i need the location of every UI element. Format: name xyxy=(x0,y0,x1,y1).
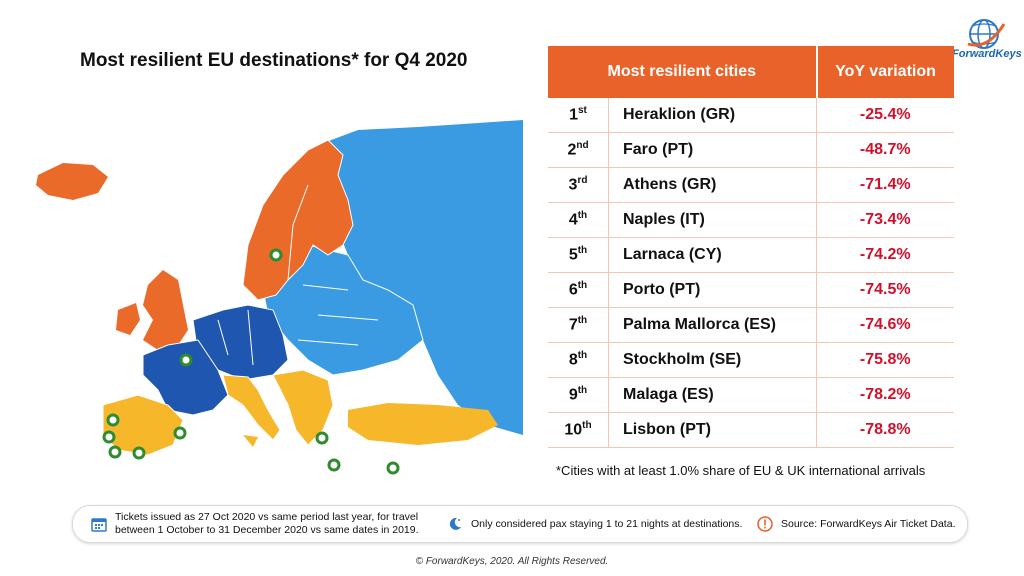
variation-cell: -74.5% xyxy=(816,272,954,308)
city-cell: Malaga (ES) xyxy=(608,377,817,413)
rank-cell: 9th xyxy=(548,377,609,413)
page-title: Most resilient EU destinations* for Q4 2… xyxy=(80,50,468,71)
map-region-france xyxy=(142,339,229,416)
rank-cell: 4th xyxy=(548,202,609,238)
rank-cell: 5th xyxy=(548,237,609,273)
city-cell: Faro (PT) xyxy=(608,132,817,168)
marker-athens xyxy=(315,431,329,445)
table-row: 10th Lisbon (PT) -78.8% xyxy=(548,412,954,448)
footer-info-bar: Tickets issued as 27 Oct 2020 vs same pe… xyxy=(72,505,968,543)
source-note: Source: ForwardKeys Air Ticket Data. xyxy=(781,518,956,530)
table-row: 1st Heraklion (GR) -25.4% xyxy=(548,98,954,133)
copyright: © ForwardKeys, 2020. All Rights Reserved… xyxy=(415,556,609,567)
variation-cell: -74.6% xyxy=(816,307,954,343)
marker-heraklion xyxy=(327,458,341,472)
marker-france xyxy=(179,353,193,367)
table-row: 5th Larnaca (CY) -74.2% xyxy=(548,237,954,273)
moon-icon xyxy=(449,517,461,530)
forwardkeys-logo-icon xyxy=(967,19,1006,49)
table-row: 9th Malaga (ES) -78.2% xyxy=(548,377,954,413)
rank-cell: 1st xyxy=(548,98,609,133)
rank-cell: 6th xyxy=(548,272,609,308)
marker-malaga xyxy=(132,446,146,460)
variation-cell: -71.4% xyxy=(816,167,954,203)
marker-palma xyxy=(173,426,187,440)
rank-cell: 8th xyxy=(548,342,609,378)
city-cell: Porto (PT) xyxy=(608,272,817,308)
resilient-cities-table: Most resilient cities YoY variation 1st H… xyxy=(548,46,954,448)
calendar-icon xyxy=(91,518,107,532)
tickets-note: Tickets issued as 27 Oct 2020 vs same pe… xyxy=(115,511,419,536)
map-region-east xyxy=(318,120,523,435)
city-cell: Naples (IT) xyxy=(608,202,817,238)
variation-cell: -75.8% xyxy=(816,342,954,378)
variation-cell: -25.4% xyxy=(816,98,954,133)
map-region-turkey xyxy=(348,403,498,445)
table-row: 2nd Faro (PT) -48.7% xyxy=(548,132,954,168)
map-region-italy xyxy=(222,374,281,441)
city-cell: Athens (GR) xyxy=(608,167,817,203)
rank-cell: 3rd xyxy=(548,167,609,203)
table-row: 7th Palma Mallorca (ES) -74.6% xyxy=(548,307,954,343)
map-region-scandinavia xyxy=(242,139,354,301)
map-region-ireland xyxy=(116,303,140,335)
marker-faro xyxy=(108,445,122,459)
variation-cell: -74.2% xyxy=(816,237,954,273)
city-markers xyxy=(102,248,400,475)
pax-note: Only considered pax staying 1 to 21 nigh… xyxy=(471,518,743,530)
table-row: 3rd Athens (GR) -71.4% xyxy=(548,167,954,203)
table-row: 6th Porto (PT) -74.5% xyxy=(548,272,954,308)
rank-cell: 7th xyxy=(548,307,609,343)
variation-cell: -78.2% xyxy=(816,377,954,413)
city-cell: Heraklion (GR) xyxy=(608,98,817,133)
table-row: 4th Naples (IT) -73.4% xyxy=(548,202,954,238)
variation-cell: -48.7% xyxy=(816,132,954,168)
marker-porto xyxy=(106,413,120,427)
header-yoy: YoY variation xyxy=(816,46,954,98)
city-cell: Stockholm (SE) xyxy=(608,342,817,378)
variation-cell: -73.4% xyxy=(816,202,954,238)
rank-cell: 10th xyxy=(548,412,609,448)
rank-cell: 2nd xyxy=(548,132,609,168)
marker-larnaca xyxy=(386,461,400,475)
map-region-iceland xyxy=(36,163,108,200)
marker-lisbon xyxy=(102,430,116,444)
europe-map xyxy=(36,120,523,475)
footnote: *Cities with at least 1.0% share of EU &… xyxy=(556,463,926,478)
city-cell: Larnaca (CY) xyxy=(608,237,817,273)
variation-cell: -78.8% xyxy=(816,412,954,448)
map-region-balkans xyxy=(272,369,334,446)
city-cell: Palma Mallorca (ES) xyxy=(608,307,817,343)
brand-name: ForwardKeys xyxy=(952,48,1022,60)
city-cell: Lisbon (PT) xyxy=(608,412,817,448)
table-row: 8th Stockholm (SE) -75.8% xyxy=(548,342,954,378)
marker-stockholm xyxy=(269,248,283,262)
exclamation-icon xyxy=(757,516,773,532)
header-cities: Most resilient cities xyxy=(548,46,818,98)
map-region-uk xyxy=(143,270,188,350)
